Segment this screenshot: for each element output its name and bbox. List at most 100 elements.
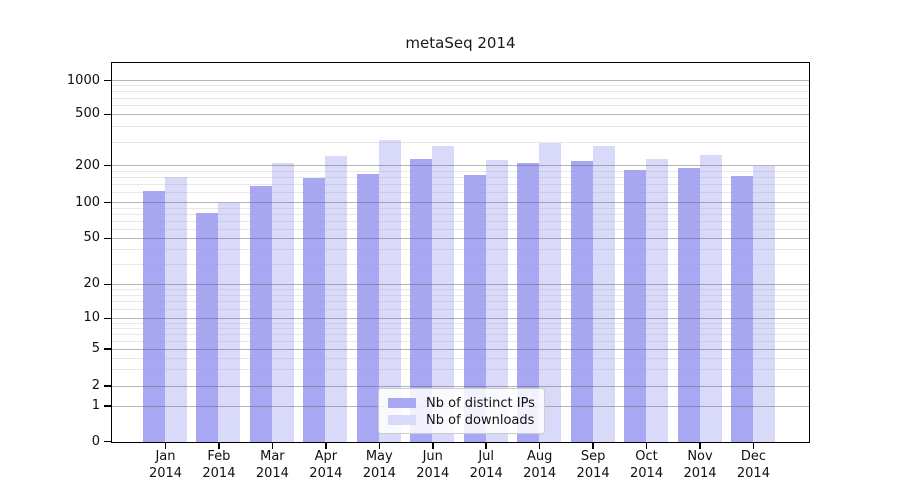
x-axis-label-may: May 2014: [349, 449, 409, 482]
x-axis-label-month: Nov: [687, 449, 713, 464]
major-gridline: [112, 113, 809, 115]
bar-aug-downloads: [539, 143, 562, 442]
y-axis-tick: [104, 201, 111, 204]
y-axis-label: 1000: [66, 72, 100, 88]
x-axis-label-jul: Jul 2014: [456, 449, 516, 482]
bar-nov-downloads: [699, 154, 722, 442]
x-axis-label-month: Mar: [260, 449, 285, 464]
x-axis-label-month: Jan: [155, 449, 176, 464]
minor-gridline: [112, 142, 809, 144]
y-axis-tick: [104, 440, 111, 443]
bar-dec-distinct-ips: [730, 175, 753, 442]
major-gridline: [112, 385, 809, 387]
y-axis-label: 0: [91, 433, 100, 449]
bar-aug-distinct-ips: [517, 163, 540, 442]
y-axis-label: 50: [83, 230, 100, 246]
x-axis-label-mar: Mar 2014: [242, 449, 302, 482]
x-axis-tick: [271, 441, 274, 449]
x-axis-label-aug: Aug 2014: [510, 449, 570, 482]
x-axis-label-feb: Feb 2014: [189, 449, 249, 482]
x-axis-label-year: 2014: [469, 465, 503, 481]
y-axis-tick: [104, 385, 111, 387]
minor-gridline: [112, 91, 809, 93]
x-axis-tick: [218, 441, 220, 449]
minor-gridline: [112, 357, 809, 359]
x-axis-label-oct: Oct 2014: [617, 449, 677, 482]
bar-oct-distinct-ips: [624, 170, 647, 442]
minor-gridline: [112, 184, 809, 186]
x-axis-label-year: 2014: [736, 465, 770, 481]
legend-item-distinct-ips: Nb of distinct IPs: [388, 395, 535, 411]
bar-jan-downloads: [165, 176, 187, 442]
x-axis-label-sep: Sep 2014: [563, 449, 623, 482]
x-axis-tick: [538, 441, 541, 449]
chart-title: metaSeq 2014: [405, 34, 516, 52]
major-gridline: [112, 237, 809, 239]
minor-gridline: [112, 213, 809, 215]
minor-gridline: [112, 192, 809, 194]
y-axis-label: 20: [83, 276, 100, 292]
legend-item-downloads: Nb of downloads: [388, 412, 535, 428]
minor-gridline: [112, 333, 809, 335]
x-axis-tick: [485, 441, 487, 449]
x-axis-label-year: 2014: [416, 465, 450, 481]
bar-may-downloads: [378, 139, 401, 442]
major-gridline: [112, 165, 809, 167]
x-axis-label-year: 2014: [148, 465, 183, 481]
legend-swatch-distinct-ips: [388, 397, 416, 409]
major-gridline: [112, 348, 809, 350]
x-axis-tick: [325, 441, 327, 449]
x-axis-label-year: 2014: [202, 465, 236, 481]
bar-jun-distinct-ips: [410, 158, 433, 442]
x-axis-label-dec: Dec 2014: [723, 449, 783, 482]
bar-jul-distinct-ips: [463, 175, 486, 442]
bar-nov-distinct-ips: [677, 167, 700, 442]
bar-sep-distinct-ips: [570, 160, 593, 442]
y-axis-label: 5: [91, 341, 100, 357]
x-axis-label-year: 2014: [630, 465, 664, 481]
x-axis-label-year: 2014: [255, 465, 289, 481]
y-axis-tick: [104, 405, 111, 407]
x-axis-label-year: 2014: [576, 465, 610, 481]
legend-label-downloads: Nb of downloads: [426, 412, 535, 428]
minor-gridline: [112, 170, 809, 172]
x-axis-tick: [645, 441, 648, 449]
bar-sep-downloads: [592, 145, 615, 442]
y-axis-label: 1: [91, 398, 100, 414]
bar-apr-downloads: [325, 156, 348, 442]
minor-gridline: [112, 289, 809, 291]
x-axis-label-jan: Jan 2014: [136, 449, 196, 482]
major-gridline: [112, 80, 809, 82]
bar-mar-distinct-ips: [249, 185, 272, 442]
minor-gridline: [112, 309, 809, 310]
x-axis-label-year: 2014: [309, 465, 343, 481]
legend: Nb of distinct IPs Nb of downloads: [378, 388, 545, 434]
minor-gridline: [112, 301, 809, 303]
legend-label-distinct-ips: Nb of distinct IPs: [426, 395, 535, 411]
minor-gridline: [112, 85, 809, 87]
minor-gridline: [112, 177, 809, 179]
y-axis-tick: [104, 283, 111, 286]
x-axis-label-month: Apr: [314, 449, 338, 464]
x-axis-label-year: 2014: [523, 465, 557, 481]
minor-gridline: [112, 220, 809, 222]
bar-apr-distinct-ips: [303, 177, 326, 442]
minor-gridline: [112, 105, 809, 106]
x-axis-label-apr: Apr 2014: [296, 449, 356, 482]
bar-jun-downloads: [432, 146, 455, 442]
x-axis-label-jun: Jun 2014: [403, 449, 463, 482]
legend-swatch-downloads: [388, 414, 416, 426]
minor-gridline: [112, 207, 809, 209]
x-axis-label-month: Jun: [422, 449, 443, 464]
minor-gridline: [112, 228, 809, 230]
x-axis-label-month: May: [365, 449, 393, 464]
minor-gridline: [112, 369, 809, 371]
bar-jul-downloads: [485, 160, 508, 442]
y-axis-label: 100: [75, 194, 100, 210]
bar-mar-downloads: [271, 163, 294, 442]
y-axis-label: 10: [83, 310, 100, 326]
plot-area: Nb of distinct IPs Nb of downloads: [111, 62, 810, 443]
y-axis-tick: [104, 164, 111, 167]
x-axis-tick: [699, 441, 701, 449]
